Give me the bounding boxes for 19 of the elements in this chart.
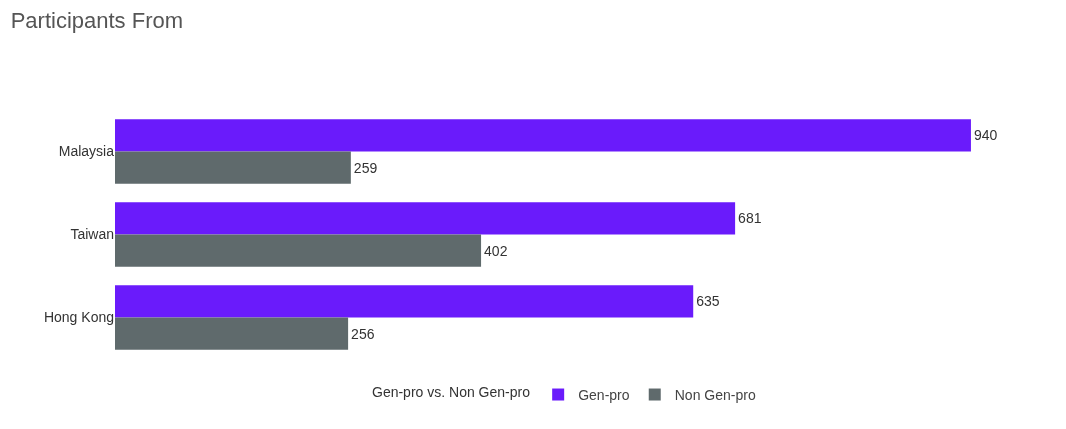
data-label: 259	[353, 159, 378, 176]
data-label: 256	[351, 325, 375, 342]
legend-title: Gen-pro vs. Non Gen-pro	[372, 384, 531, 401]
legend-label: Gen-pro	[578, 386, 630, 403]
data-label: 635	[696, 293, 720, 310]
bar	[115, 119, 971, 152]
data-label: 681	[738, 210, 762, 227]
bar	[115, 151, 351, 184]
y-tick-label: Hong Kong	[43, 309, 114, 326]
data-label: 402	[484, 242, 508, 259]
y-tick-label: Taiwan	[70, 226, 114, 243]
data-label: 940	[973, 127, 998, 144]
bar	[115, 202, 736, 235]
bar	[115, 234, 482, 267]
y-tick-label: Malaysia	[58, 143, 115, 160]
legend-label: Non Gen-pro	[674, 386, 756, 403]
bar	[115, 317, 349, 350]
chart-title: Participants From	[10, 8, 184, 34]
bar	[115, 285, 694, 318]
